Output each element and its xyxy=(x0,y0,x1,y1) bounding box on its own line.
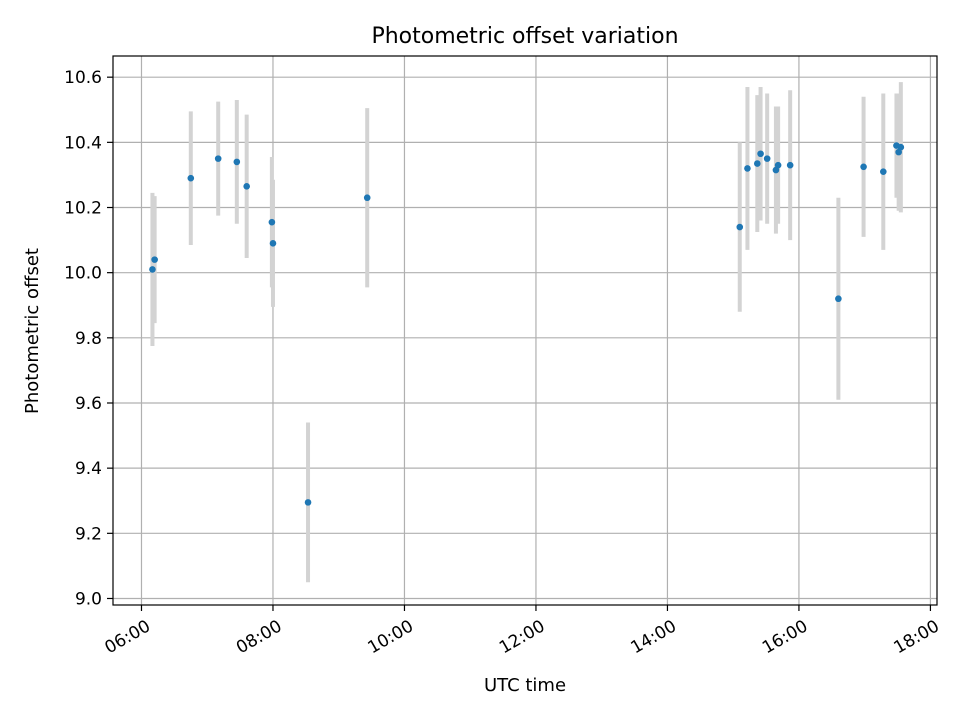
data-point xyxy=(151,256,158,263)
y-tick-label: 10.0 xyxy=(64,264,102,284)
y-tick-label: 9.0 xyxy=(75,589,102,609)
data-point xyxy=(897,143,905,151)
y-tick-label: 9.4 xyxy=(75,459,102,479)
data-point xyxy=(860,163,867,171)
y-axis-label: Photometric offset xyxy=(22,248,43,414)
data-point xyxy=(268,218,276,226)
data-point xyxy=(835,295,842,303)
data-point xyxy=(363,194,371,202)
y-tick-label: 9.6 xyxy=(75,394,102,414)
data-point xyxy=(774,161,782,169)
data-point xyxy=(753,160,761,167)
data-point xyxy=(269,240,277,247)
data-point xyxy=(757,150,764,158)
data-point xyxy=(187,174,195,182)
data-point xyxy=(880,168,887,175)
data-point xyxy=(736,223,744,231)
y-tick-label: 9.8 xyxy=(75,329,102,349)
data-point xyxy=(243,183,250,190)
y-tick-label: 10.6 xyxy=(64,68,102,88)
x-tick-label: 08:00 xyxy=(233,616,285,658)
data-point xyxy=(763,155,771,162)
x-tick-label: 10:00 xyxy=(365,616,417,658)
point-layer xyxy=(149,142,905,506)
y-tick-label: 10.4 xyxy=(64,133,102,153)
x-tick-label: 12:00 xyxy=(496,616,548,658)
errorbar-layer xyxy=(150,82,903,583)
x-tick-label: 16:00 xyxy=(759,616,811,658)
data-point xyxy=(233,158,241,166)
x-axis-label: UTC time xyxy=(484,675,566,696)
chart-title: Photometric offset variation xyxy=(371,24,678,49)
x-tick-label: 18:00 xyxy=(890,616,942,658)
data-point xyxy=(214,155,222,162)
y-tick-label: 9.2 xyxy=(75,524,102,544)
tick-layer: 06:00 08:00 10:00 12:00 14:00 16:00 18:00 9.0 9.… xyxy=(64,68,943,658)
data-point xyxy=(786,161,794,169)
grid-layer xyxy=(113,56,937,605)
x-tick-label: 14:00 xyxy=(628,616,680,658)
plot-frame xyxy=(112,55,938,606)
data-point xyxy=(304,499,312,506)
x-tick-label: 06:00 xyxy=(102,616,154,658)
data-point xyxy=(149,266,156,273)
data-point xyxy=(744,165,751,172)
y-tick-label: 10.2 xyxy=(64,199,102,219)
